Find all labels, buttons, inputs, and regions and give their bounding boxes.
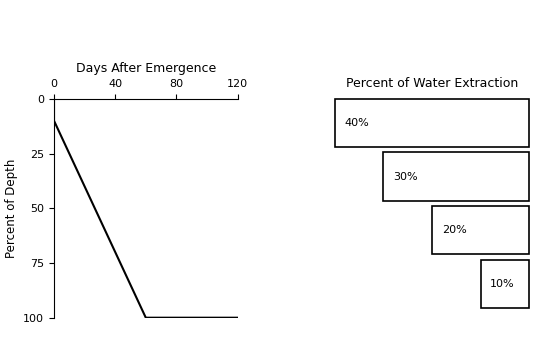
Text: Percent of Water Extraction: Percent of Water Extraction	[346, 77, 518, 90]
Bar	[432, 206, 529, 254]
Y-axis label: Percent of Depth: Percent of Depth	[5, 158, 18, 258]
Bar	[383, 152, 529, 201]
Bar	[481, 260, 529, 308]
Text: 10%: 10%	[490, 279, 515, 289]
Text: 40%: 40%	[345, 118, 369, 128]
Text: 20%: 20%	[442, 225, 467, 235]
Text: 30%: 30%	[393, 172, 418, 181]
X-axis label: Days After Emergence: Days After Emergence	[76, 62, 216, 75]
Bar	[335, 99, 529, 147]
